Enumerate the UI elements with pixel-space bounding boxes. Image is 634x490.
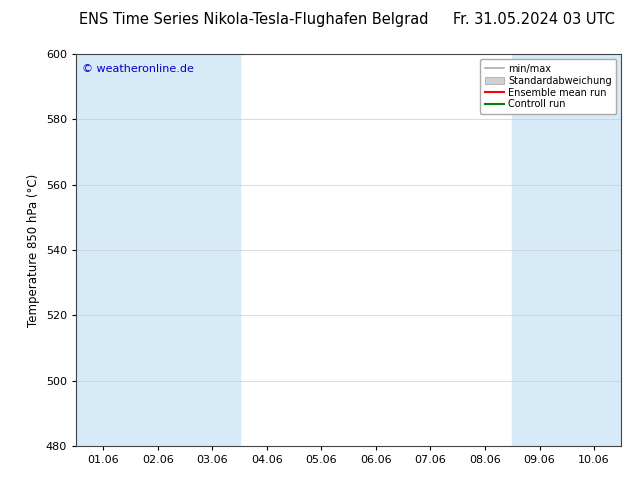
- Y-axis label: Temperature 850 hPa (°C): Temperature 850 hPa (°C): [27, 173, 40, 326]
- Bar: [512, 54, 634, 446]
- Text: © weatheronline.de: © weatheronline.de: [82, 64, 193, 74]
- Legend: min/max, Standardabweichung, Ensemble mean run, Controll run: min/max, Standardabweichung, Ensemble me…: [480, 59, 616, 114]
- Bar: [76, 54, 240, 446]
- Text: Fr. 31.05.2024 03 UTC: Fr. 31.05.2024 03 UTC: [453, 12, 615, 27]
- Text: ENS Time Series Nikola-Tesla-Flughafen Belgrad: ENS Time Series Nikola-Tesla-Flughafen B…: [79, 12, 429, 27]
